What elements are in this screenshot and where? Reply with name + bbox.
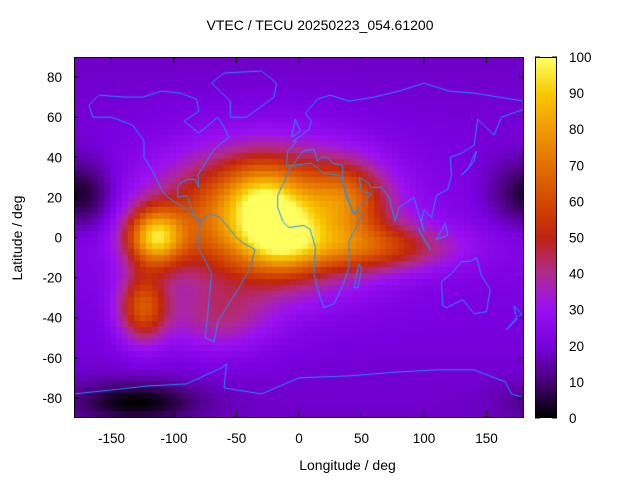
- vtec-heatmap: [74, 57, 524, 418]
- x-tick-label: 150: [475, 431, 498, 446]
- chart-title: VTEC / TECU 20250223_054.61200: [206, 17, 434, 33]
- y-tick-label: 0: [54, 231, 62, 246]
- y-tick-label: -60: [42, 351, 62, 366]
- colorbar-tick-label: 100: [569, 50, 592, 65]
- x-tick-label: -100: [160, 431, 187, 446]
- y-tick-label: -20: [42, 271, 62, 286]
- colorbar-tick-label: 70: [569, 158, 584, 173]
- x-tick-label: 0: [295, 431, 303, 446]
- y-tick-label: 80: [47, 70, 62, 85]
- x-tick-label: -50: [227, 431, 247, 446]
- colorbar-tick-label: 50: [569, 231, 584, 246]
- colorbar-tick-label: 0: [569, 411, 577, 426]
- colorbar-tick-label: 60: [569, 194, 584, 209]
- colorbar-tick-label: 40: [569, 267, 584, 282]
- colorbar-tick-label: 90: [569, 86, 584, 101]
- colorbar-tick-label: 30: [569, 303, 584, 318]
- colorbar-tick-label: 20: [569, 339, 584, 354]
- y-tick-label: -80: [42, 391, 62, 406]
- y-tick-label: -40: [42, 311, 62, 326]
- colorbar: [535, 57, 557, 418]
- plot-area: [74, 57, 524, 418]
- y-tick-label: 40: [47, 150, 62, 165]
- colorbar-tick-label: 80: [569, 122, 584, 137]
- colorbar-tick-label: 10: [569, 375, 584, 390]
- x-axis-label: Longitude / deg: [299, 457, 396, 473]
- x-tick-label: -150: [98, 431, 125, 446]
- x-tick-label: 50: [354, 431, 369, 446]
- y-tick-label: 20: [47, 190, 62, 205]
- x-tick-label: 100: [413, 431, 436, 446]
- y-tick-label: 60: [47, 110, 62, 125]
- y-axis-label: Latitude / deg: [9, 195, 25, 281]
